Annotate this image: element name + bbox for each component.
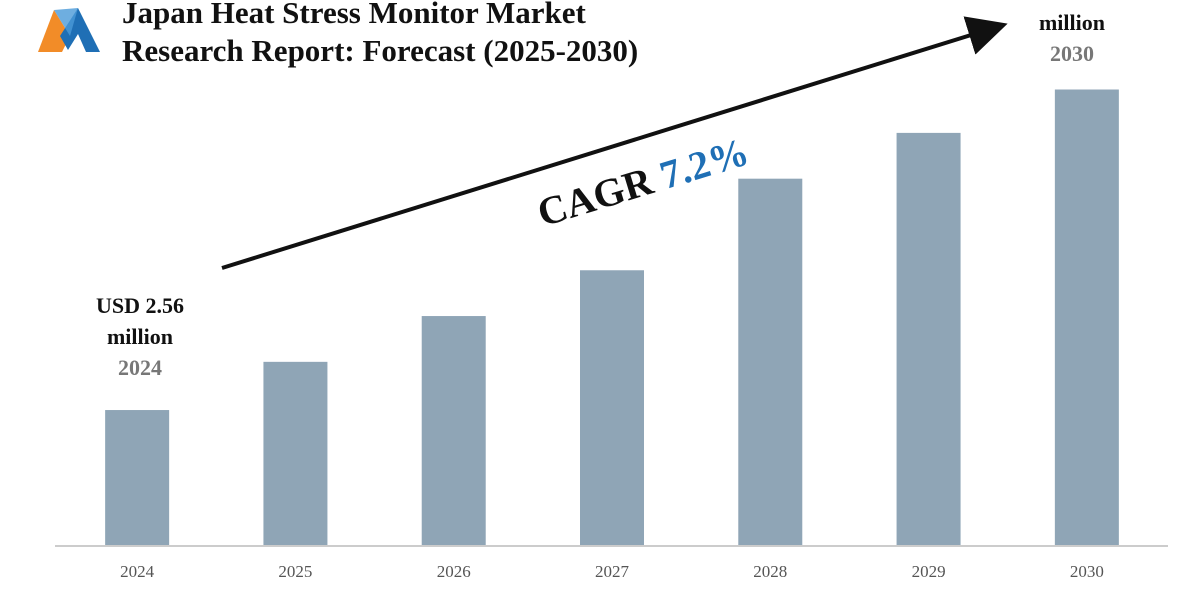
- x-tick-label: 2024: [120, 562, 155, 581]
- x-tick-label: 2025: [278, 562, 312, 581]
- bar: [421, 316, 486, 545]
- bar: [1054, 89, 1119, 545]
- x-tick-label: 2030: [1070, 562, 1104, 581]
- chart-title: Research Report: Forecast (2025-2030): [122, 33, 638, 68]
- bar: [580, 270, 644, 545]
- bar: [105, 410, 170, 545]
- bar: [896, 132, 961, 545]
- annotation: million: [1039, 10, 1105, 35]
- trend-arrow: [221, 16, 1008, 270]
- x-tick-label: 2029: [912, 562, 946, 581]
- annotation: USD 3.89: [1028, 0, 1116, 4]
- annotation: 2030: [1050, 41, 1094, 66]
- logo: [38, 8, 100, 52]
- annotation: 2024: [118, 355, 162, 380]
- bar: [738, 178, 803, 545]
- x-tick-label: 2026: [437, 562, 471, 581]
- x-tick-label: 2028: [753, 562, 787, 581]
- bar: [263, 361, 328, 545]
- chart-title: Japan Heat Stress Monitor Market: [122, 0, 586, 30]
- annotation: million: [107, 324, 173, 349]
- cagr: CAGR 7.2%: [532, 129, 754, 236]
- annotation: USD 2.56: [96, 293, 184, 318]
- cagr-label: CAGR: [532, 158, 659, 236]
- x-tick-label: 2027: [595, 562, 630, 581]
